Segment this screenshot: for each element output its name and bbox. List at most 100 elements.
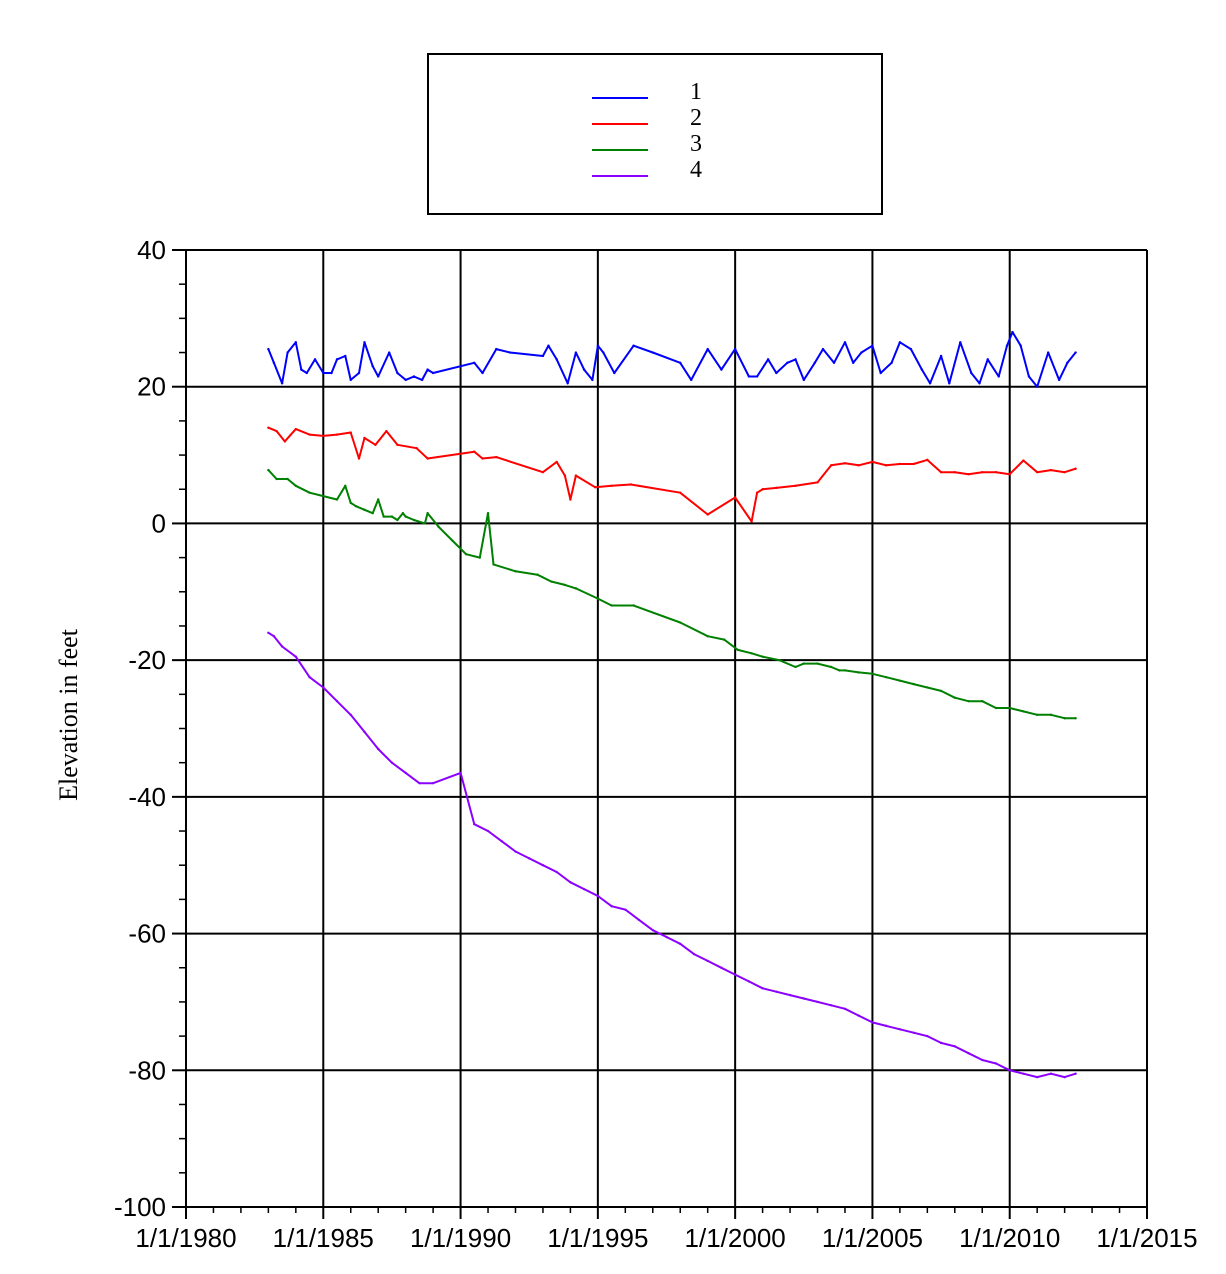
- series-1-point: [978, 382, 981, 385]
- series-1-point: [1057, 378, 1061, 382]
- series-4-point: [294, 655, 298, 658]
- series-1-point: [909, 347, 913, 351]
- series-1-point: [349, 378, 352, 382]
- x-tick-label: 1/1/2000: [685, 1223, 786, 1253]
- series-1-point: [813, 361, 816, 364]
- series-3-point: [794, 665, 797, 669]
- series-1-point: [970, 371, 973, 375]
- series-3-point: [563, 583, 567, 587]
- series-2-point: [283, 440, 287, 443]
- series-4-point: [692, 952, 696, 956]
- series-4-point: [733, 973, 737, 976]
- series-4-point: [706, 959, 709, 963]
- series-4-point: [939, 1041, 943, 1045]
- series-3-point: [596, 597, 600, 600]
- series-4-point: [431, 781, 435, 785]
- series-1-point: [821, 347, 825, 351]
- series-3-point: [843, 669, 847, 672]
- series-1-point: [508, 351, 512, 354]
- series-1-point: [412, 375, 416, 378]
- series-1-point: [541, 354, 545, 358]
- series-2-point: [610, 484, 613, 488]
- legend-label-1: 1: [690, 79, 702, 105]
- series-4-point: [898, 1028, 902, 1031]
- series-4-point: [528, 857, 531, 860]
- series-1-point: [313, 358, 317, 361]
- series-1-point: [330, 371, 333, 375]
- series-3-point: [486, 511, 490, 515]
- series-4-point: [1035, 1075, 1039, 1079]
- series-2-point: [396, 443, 399, 447]
- series-4-point: [1049, 1072, 1053, 1075]
- series-3-point: [802, 662, 805, 665]
- series-2-point: [1049, 468, 1053, 472]
- series-3-point: [349, 501, 352, 505]
- series-2-point: [357, 457, 361, 460]
- series-1-point: [286, 351, 289, 354]
- series-2-point: [843, 462, 847, 465]
- series-3-point: [382, 515, 385, 518]
- series-2-point: [1035, 470, 1039, 474]
- legend-label-2: 2: [690, 105, 702, 131]
- x-tick-label: 1/1/1980: [135, 1223, 236, 1253]
- series-1-point: [1019, 344, 1022, 347]
- series-3-point: [722, 638, 726, 641]
- series-1-point: [747, 375, 751, 378]
- grid: [186, 249, 1148, 1207]
- series-3-point: [994, 706, 998, 710]
- series-3-point: [967, 699, 970, 703]
- series-1-point: [786, 361, 789, 364]
- series-3-point: [912, 682, 915, 686]
- series-4-point: [843, 1007, 847, 1010]
- y-tick-label: 20: [137, 372, 166, 402]
- series-1-point: [832, 361, 836, 364]
- series-4-point: [1022, 1072, 1025, 1075]
- y-tick-label: -60: [128, 919, 166, 949]
- series-4-point: [624, 908, 627, 911]
- series-1-point: [473, 361, 476, 364]
- series-1-point: [632, 344, 635, 347]
- series-3-point: [275, 477, 278, 481]
- series-4-point: [637, 918, 641, 922]
- series-2-point: [415, 447, 418, 450]
- legend-label-4: 4: [690, 157, 702, 183]
- series-3-point: [981, 699, 984, 703]
- series-3-point: [871, 672, 874, 676]
- series-1-point: [986, 358, 989, 361]
- series-1-point: [481, 371, 484, 375]
- series-4-point: [267, 631, 270, 634]
- series-3-point: [286, 477, 289, 481]
- series-4-point: [418, 781, 421, 785]
- series-1-point: [267, 347, 270, 351]
- series-4-point: [994, 1062, 998, 1065]
- series-1-point: [997, 375, 1000, 378]
- series-2-point: [733, 496, 737, 499]
- series-1-point: [1046, 351, 1050, 354]
- x-tick-label: 1/1/2010: [959, 1223, 1060, 1253]
- series-layer: [267, 330, 1077, 1079]
- series-1-point: [420, 378, 424, 382]
- series-3-point: [404, 515, 407, 518]
- series-2-point: [857, 464, 860, 467]
- series-4-point: [651, 928, 654, 932]
- series-2-point: [541, 470, 545, 474]
- series-3-point: [953, 696, 956, 699]
- series-3-point: [1049, 713, 1053, 717]
- series-3-point: [322, 494, 325, 498]
- series-3-point: [679, 621, 682, 624]
- series-1-point: [387, 351, 391, 354]
- series-3-point: [478, 556, 481, 559]
- series-2-point: [563, 474, 567, 477]
- series-4-point: [272, 635, 276, 638]
- series-1-point: [596, 344, 600, 347]
- series-2-point: [495, 455, 498, 459]
- series-4-line: [267, 631, 1076, 1079]
- series-4-point: [816, 1000, 819, 1004]
- x-tick-label: 1/1/2005: [822, 1223, 923, 1253]
- series-2-point: [322, 434, 325, 438]
- series-1-point: [300, 368, 303, 371]
- series-2-point: [706, 513, 709, 516]
- series-4-point: [912, 1031, 915, 1034]
- series-3-point: [514, 570, 517, 573]
- series-3-point: [706, 635, 709, 638]
